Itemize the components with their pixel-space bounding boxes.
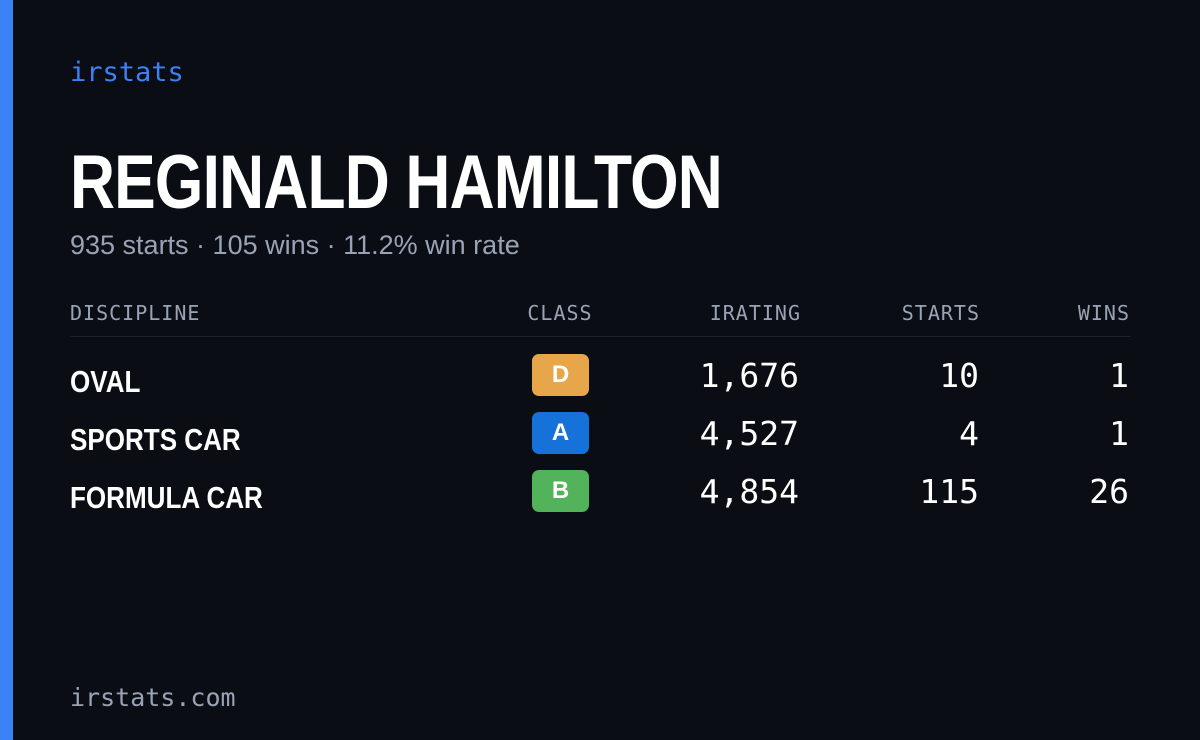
class-badge: B — [532, 470, 589, 512]
wins-value: 1 — [1109, 414, 1129, 453]
driver-summary: 935 starts · 105 wins · 11.2% win rate — [70, 230, 520, 260]
accent-bar — [0, 0, 13, 740]
driver-name: REGINALD HAMILTON — [70, 140, 723, 225]
starts-value: 4 — [959, 414, 979, 453]
irating-value: 4,527 — [699, 414, 799, 453]
class-badge: D — [532, 354, 589, 396]
wins-value: 1 — [1109, 356, 1129, 395]
table-row: FORMULA CAR B 4,854 115 26 — [70, 470, 1131, 528]
brand-logo-text: irstats — [70, 57, 184, 88]
irating-value: 1,676 — [699, 356, 799, 395]
header-wins: WINS — [1077, 301, 1130, 325]
footer-url: irstats.com — [70, 683, 236, 712]
header-discipline: DISCIPLINE — [70, 301, 201, 325]
starts-value: 10 — [939, 356, 979, 395]
discipline-name: OVAL — [70, 364, 141, 399]
discipline-name: SPORTS CAR — [70, 422, 241, 457]
header-irating: IRATING — [709, 301, 801, 325]
header-starts: STARTS — [901, 301, 980, 325]
header-class: CLASS — [527, 301, 593, 325]
wins-value: 26 — [1089, 472, 1129, 511]
irating-value: 4,854 — [699, 472, 799, 511]
table-header: DISCIPLINE CLASS IRATING STARTS WINS — [70, 300, 1131, 337]
discipline-name: FORMULA CAR — [70, 480, 263, 515]
class-badge: A — [532, 412, 589, 454]
table-row: SPORTS CAR A 4,527 4 1 — [70, 412, 1131, 470]
table-row: OVAL D 1,676 10 1 — [70, 354, 1131, 412]
starts-value: 115 — [919, 472, 979, 511]
